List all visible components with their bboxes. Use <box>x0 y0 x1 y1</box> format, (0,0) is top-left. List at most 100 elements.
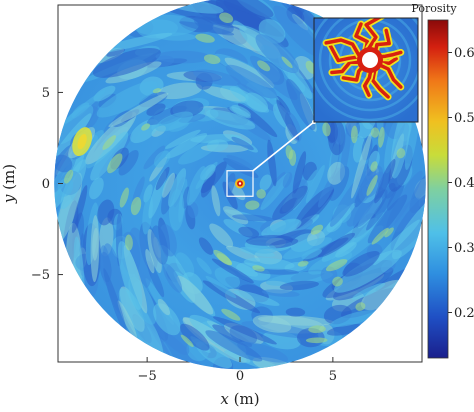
field-streak <box>103 268 128 337</box>
y-tick-label: 0 <box>42 177 50 192</box>
field-streak <box>259 174 272 191</box>
field-streak <box>261 289 300 297</box>
field-streak <box>272 185 308 221</box>
field-streak <box>162 263 183 293</box>
field-streak <box>205 330 263 362</box>
field-streak <box>90 131 129 181</box>
field-speck <box>366 174 378 196</box>
colorbar-title: Porosity <box>411 2 457 15</box>
field-streak <box>305 164 325 204</box>
field-streak <box>205 109 256 130</box>
field-speck <box>124 234 133 251</box>
field-streak <box>156 82 203 100</box>
field-streak <box>143 184 153 203</box>
y-axis-title: y (m) <box>0 164 18 204</box>
field-streak <box>232 214 274 222</box>
field-speck <box>203 54 221 65</box>
field-streak <box>386 182 405 211</box>
field-speck <box>119 187 129 208</box>
x-axis-unit: (m) <box>229 390 260 408</box>
field-streak <box>108 92 169 128</box>
field-streak <box>390 104 412 179</box>
field-speck <box>245 200 260 210</box>
field-speck <box>351 125 358 144</box>
field-streak <box>151 225 169 265</box>
field-streak <box>130 119 159 144</box>
field-streak <box>117 241 143 310</box>
y-tick-label: 5 <box>42 86 50 101</box>
field-streak <box>279 280 319 291</box>
field-speck <box>308 325 326 334</box>
field-speck <box>355 302 366 311</box>
field-streak <box>179 323 210 351</box>
field-streak <box>187 201 199 219</box>
field-streak <box>153 303 181 336</box>
field-speck <box>257 60 271 72</box>
colorbar-gradient <box>427 19 449 359</box>
field-streak <box>117 300 137 340</box>
field-streak <box>57 177 74 197</box>
y-axis-var: y <box>0 194 18 204</box>
field-streak <box>165 133 208 159</box>
field-speck <box>297 260 309 267</box>
field-streak <box>97 199 115 226</box>
field-streak <box>175 252 195 277</box>
y-tick-label: −5 <box>31 268 50 283</box>
x-axis-var: x <box>220 390 229 408</box>
field-speck <box>107 153 123 174</box>
field-streak <box>352 282 386 300</box>
field-speck <box>371 227 389 245</box>
field-streak <box>233 290 280 306</box>
field-streak <box>155 166 170 191</box>
field-streak <box>201 170 216 198</box>
colorbar: Porosity 0.6 0.5 0.4 0.3 0.2 <box>411 2 474 359</box>
field-streak <box>225 64 277 99</box>
field-streak <box>118 288 164 360</box>
field-streak <box>54 154 73 173</box>
field-streak <box>202 86 247 102</box>
field-streak <box>145 248 155 274</box>
y-axis-unit: (m) <box>0 164 18 195</box>
field-speck <box>325 259 348 272</box>
field-streak <box>226 154 253 169</box>
field-streak <box>252 315 292 333</box>
field-streak <box>282 237 332 260</box>
field-streak <box>89 177 104 200</box>
field-speck <box>370 161 378 172</box>
field-streak <box>254 268 300 275</box>
field-speck <box>384 227 394 238</box>
field-streak <box>60 159 87 210</box>
field-speck <box>216 253 233 266</box>
inset-connector <box>252 121 315 172</box>
field-streak <box>105 61 162 84</box>
colorbar-tick-label: 0.2 <box>454 306 474 321</box>
field-streak <box>165 129 201 149</box>
x-tick-label: 0 <box>236 369 244 384</box>
field-streak <box>155 111 193 132</box>
field-streak <box>326 323 364 336</box>
field-streak <box>211 185 221 217</box>
field-speck <box>252 265 265 272</box>
field-speck <box>130 196 142 216</box>
field-streak <box>223 157 259 178</box>
field-streak <box>330 309 379 327</box>
field-speck <box>310 224 324 235</box>
field-speck <box>102 135 117 150</box>
field-streak <box>252 357 297 370</box>
borehole <box>238 182 242 185</box>
x-tick-label: 5 <box>329 369 337 384</box>
field-streak <box>265 271 334 286</box>
field-streak <box>196 257 212 275</box>
field-streak <box>186 165 206 206</box>
field-streak <box>366 186 398 231</box>
field-streak <box>179 21 235 36</box>
field-streak <box>226 260 259 277</box>
field-streak <box>342 251 380 277</box>
field-streak <box>205 275 237 299</box>
field-streak <box>285 307 306 317</box>
field-speck <box>378 126 385 148</box>
field-streak <box>154 150 171 168</box>
colorbar-tick-label: 0.3 <box>454 241 474 256</box>
field-streak <box>301 248 322 260</box>
